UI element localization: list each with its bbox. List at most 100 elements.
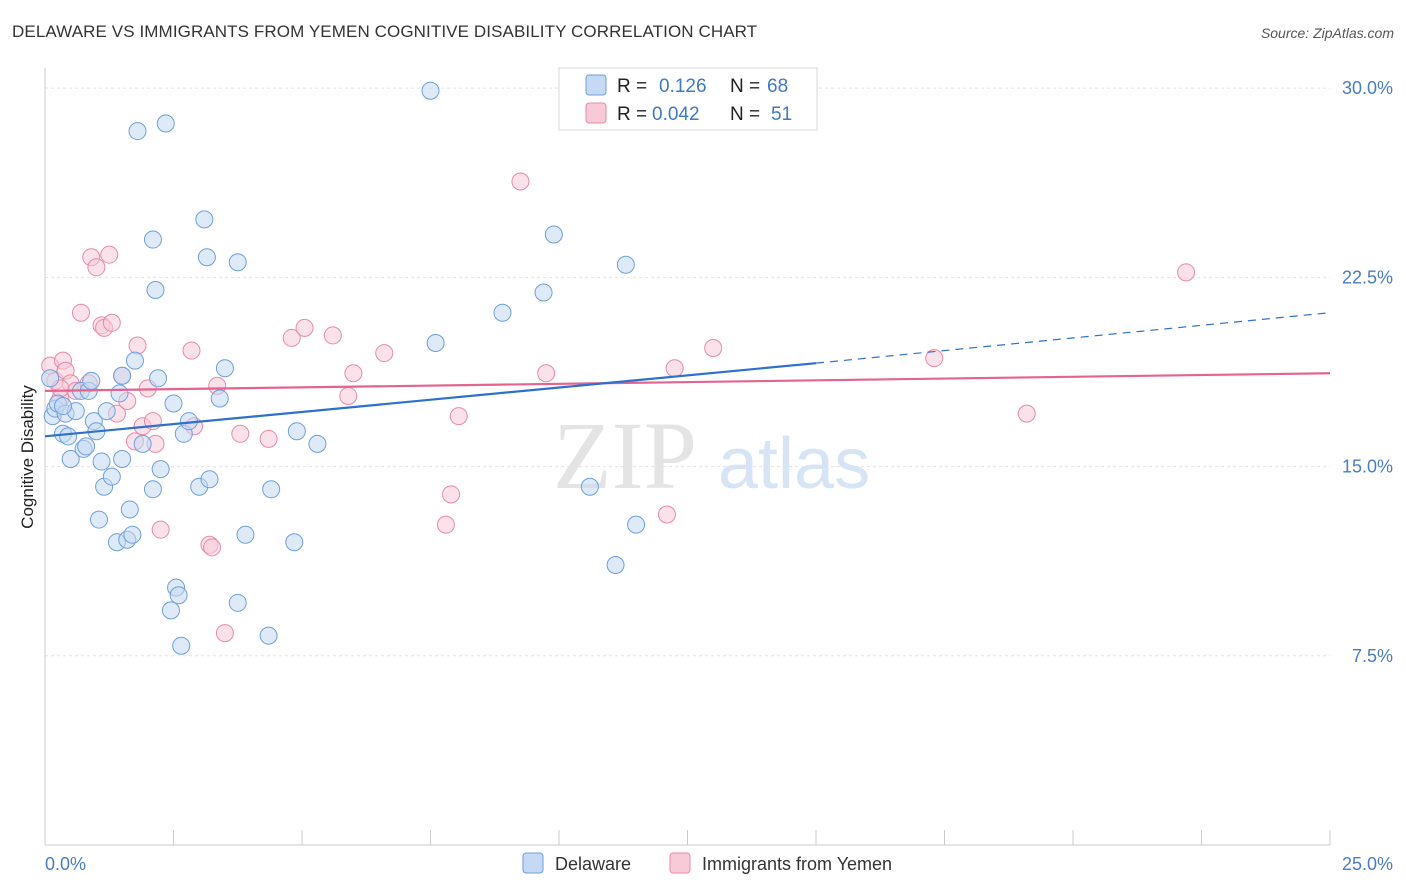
- bottom-legend-swatch-yemen: [669, 852, 691, 874]
- delaware-point: [113, 450, 132, 469]
- delaware-point: [97, 402, 116, 421]
- delaware-point: [262, 480, 281, 499]
- y-tick-label-1: 22.5%: [1342, 267, 1393, 287]
- yemen-point: [511, 172, 530, 191]
- yemen-point: [128, 336, 147, 355]
- trendline-delaware: [44, 362, 817, 438]
- delaware-point: [210, 389, 229, 408]
- delaware-point: [120, 500, 139, 519]
- delaware-point: [534, 283, 553, 302]
- series-legend: Delaware Immigrants from Yemen: [522, 852, 892, 874]
- yemen-point: [375, 344, 394, 363]
- legend-n-value-delaware: 68: [767, 76, 788, 97]
- legend-r-value-delaware: 0.126: [659, 76, 707, 97]
- yemen-point: [1017, 404, 1036, 423]
- x-tick-label-1: 25.0%: [1342, 854, 1393, 874]
- yemen-point: [704, 339, 723, 358]
- delaware-point: [228, 253, 247, 272]
- delaware-point: [616, 255, 635, 274]
- delaware-point: [77, 437, 96, 456]
- delaware-point: [580, 477, 599, 496]
- yemen-point: [231, 424, 250, 443]
- delaware-point: [172, 636, 191, 655]
- delaware-point: [125, 351, 144, 370]
- y-tick-label-3: 7.5%: [1352, 646, 1393, 666]
- delaware-point: [197, 248, 216, 267]
- correlation-legend: R = 0.126 N = 68 R = 0.042 N = 51: [558, 67, 818, 131]
- delaware-point: [113, 366, 132, 385]
- yemen-point: [657, 505, 676, 524]
- delaware-point: [493, 303, 512, 322]
- delaware-point: [82, 371, 101, 390]
- bottom-legend-label-delaware: Delaware: [555, 854, 631, 874]
- delaware-point: [544, 225, 563, 244]
- legend-r-label-yemen: R =: [617, 104, 647, 125]
- y-axis-title: Cognitive Disability: [18, 385, 37, 529]
- legend-n-label-yemen: N =: [730, 104, 760, 125]
- yemen-point: [100, 245, 119, 264]
- legend-swatch-delaware: [585, 74, 607, 96]
- delaware-point: [195, 210, 214, 229]
- delaware-point: [287, 422, 306, 441]
- yemen-point: [102, 313, 121, 332]
- delaware-point: [421, 81, 440, 100]
- delaware-point: [59, 427, 78, 446]
- yemen-point: [215, 624, 234, 643]
- x-axis-ticks: [173, 830, 1331, 845]
- delaware-point: [143, 230, 162, 249]
- legend-r-label-delaware: R =: [617, 76, 647, 97]
- yemen-point: [182, 341, 201, 360]
- yemen-point: [282, 328, 301, 347]
- delaware-point: [259, 626, 278, 645]
- y-tick-label-0: 30.0%: [1342, 78, 1393, 98]
- delaware-point: [164, 394, 183, 413]
- legend-n-value-yemen: 51: [771, 104, 792, 125]
- yemen-point: [87, 258, 106, 277]
- delaware-point: [308, 434, 327, 453]
- delaware-point: [41, 369, 60, 388]
- yemen-point: [344, 364, 363, 383]
- x-tick-labels: 0.0% 25.0%: [45, 854, 1393, 874]
- grid-lines: [45, 87, 1330, 657]
- legend-swatch-yemen: [585, 102, 607, 124]
- yemen-point: [1177, 263, 1196, 282]
- bottom-legend-swatch-delaware: [522, 852, 544, 874]
- trendline-yemen: [44, 372, 1331, 393]
- yemen-point: [295, 318, 314, 337]
- y-tick-label-2: 15.0%: [1342, 457, 1393, 477]
- trend-lines: [44, 312, 1331, 438]
- delaware-point: [133, 434, 152, 453]
- series-delaware-points: [41, 81, 646, 655]
- trendline-delaware-extension: [815, 312, 1331, 364]
- chart-title: DELAWARE VS IMMIGRANTS FROM YEMEN COGNIT…: [12, 22, 758, 41]
- delaware-point: [61, 450, 80, 469]
- delaware-point: [236, 525, 255, 544]
- delaware-point: [285, 533, 304, 552]
- delaware-point: [89, 510, 108, 529]
- delaware-point: [228, 593, 247, 612]
- delaware-point: [426, 333, 445, 352]
- delaware-point: [606, 555, 625, 574]
- legend-r-value-yemen: 0.042: [652, 104, 700, 125]
- yemen-point: [925, 349, 944, 368]
- bottom-legend-label-yemen: Immigrants from Yemen: [702, 854, 892, 874]
- delaware-point: [627, 515, 646, 534]
- yemen-point: [537, 364, 556, 383]
- delaware-point: [92, 452, 111, 471]
- yemen-point: [259, 429, 278, 448]
- yemen-point: [665, 359, 684, 378]
- delaware-point: [146, 281, 165, 299]
- yemen-point: [203, 538, 222, 557]
- delaware-point: [200, 470, 219, 489]
- yemen-point: [151, 520, 170, 539]
- yemen-point: [71, 303, 90, 322]
- y-tick-labels: 30.0% 22.5% 15.0% 7.5%: [1342, 78, 1393, 666]
- delaware-point: [151, 460, 170, 479]
- yemen-point: [323, 326, 342, 345]
- yemen-point: [436, 515, 455, 534]
- watermark-atlas: atlas: [718, 424, 870, 504]
- delaware-point: [215, 359, 234, 378]
- delaware-point: [110, 384, 129, 403]
- delaware-point: [53, 397, 72, 416]
